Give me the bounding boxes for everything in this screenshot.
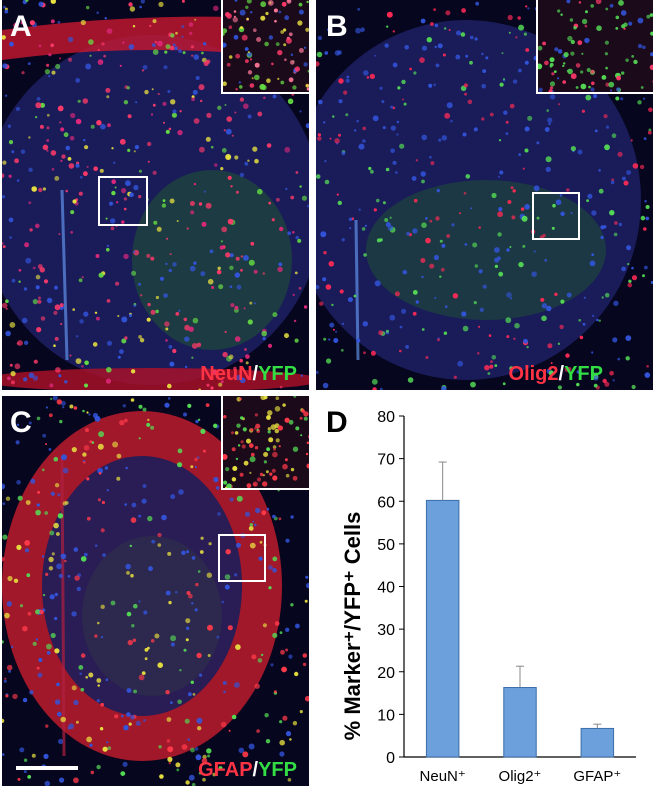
stain-sep: / <box>252 759 259 781</box>
panel-b-micrograph: B Olig2/YFP <box>316 0 653 390</box>
x-tick-label: NeuN⁺ <box>420 768 466 785</box>
panel-c-micrograph: C GFAP/YFP <box>2 396 309 786</box>
y-axis-label: % Marker⁺/YFP⁺ Cells <box>340 512 365 741</box>
stain-sep: / <box>252 363 259 385</box>
scale-bar <box>16 766 78 770</box>
y-tick-label: 10 <box>377 707 395 724</box>
panel-b-stain-label: Olig2/YFP <box>509 364 603 384</box>
x-tick-label: GFAP⁺ <box>573 768 621 785</box>
bar <box>580 727 615 758</box>
y-tick-label: 30 <box>377 622 395 639</box>
stain-green: YFP <box>564 363 603 385</box>
stain-green: YFP <box>258 363 297 385</box>
stain-green: YFP <box>258 759 297 781</box>
stain-red: NeuN <box>200 363 253 385</box>
panel-c-stain-label: GFAP/YFP <box>198 760 297 780</box>
bar <box>425 499 460 758</box>
stain-red: Olig2 <box>508 363 559 385</box>
panel-b-roi-box <box>532 192 580 240</box>
y-tick-label: 20 <box>377 665 395 682</box>
y-tick-label: 40 <box>377 580 395 597</box>
x-tick-label: Olig2⁺ <box>499 768 542 785</box>
y-tick-label: 80 <box>377 409 395 426</box>
panel-b-image <box>316 0 653 390</box>
panel-a-inset <box>221 0 309 94</box>
panel-c-inset <box>221 396 309 490</box>
panel-c-letter: C <box>10 406 32 439</box>
panel-a-stain-label: NeuN/YFP <box>200 364 297 384</box>
panel-c-roi-box <box>218 534 266 582</box>
y-tick-label: 0 <box>386 750 395 767</box>
panel-a-roi-box <box>98 176 148 226</box>
y-tick-label: 60 <box>377 494 395 511</box>
stain-sep: / <box>558 363 565 385</box>
panel-a-letter: A <box>10 10 32 43</box>
panel-d-bar-chart: D % Marker⁺/YFP⁺ Cells 0 10 20 30 40 50 60 70 80… <box>326 406 636 785</box>
panel-d-letter: D <box>326 406 348 439</box>
y-tick-label: 50 <box>377 537 395 554</box>
panel-b-letter: B <box>326 10 348 43</box>
panel-a-micrograph: A NeuN/YFP <box>2 0 309 390</box>
panel-b-inset <box>536 0 653 94</box>
y-tick-label: 70 <box>377 452 395 469</box>
stain-red: GFAP <box>198 759 253 781</box>
bar <box>503 687 537 758</box>
